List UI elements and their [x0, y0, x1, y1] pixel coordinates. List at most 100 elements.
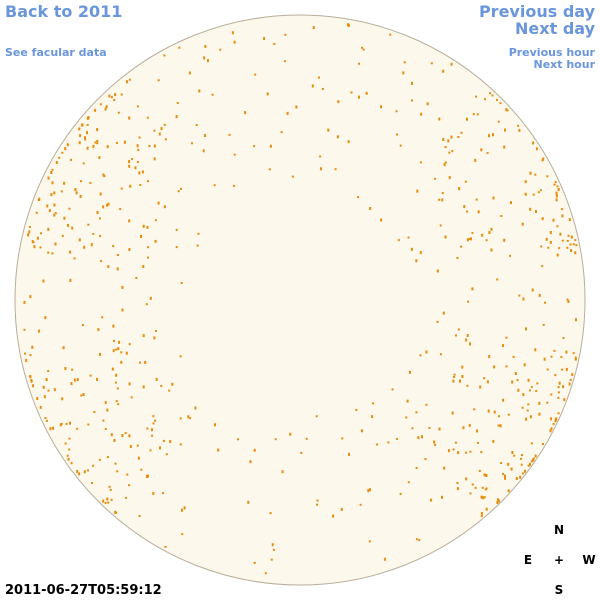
facula — [129, 445, 132, 448]
facula — [529, 389, 531, 392]
facula — [541, 265, 544, 268]
facula — [94, 141, 97, 144]
facula — [52, 426, 54, 430]
facula — [460, 245, 463, 248]
facula — [106, 408, 109, 412]
facula — [47, 227, 50, 231]
facula — [574, 356, 577, 360]
facula — [44, 417, 47, 419]
facula — [111, 367, 114, 371]
facula — [549, 231, 552, 234]
facula — [118, 340, 121, 344]
facula — [341, 437, 344, 440]
facula — [411, 81, 413, 85]
facula — [29, 295, 32, 299]
facula — [163, 123, 166, 126]
facula — [380, 218, 383, 222]
facula — [451, 411, 454, 415]
facula — [539, 189, 542, 192]
facula — [389, 33, 392, 36]
facula — [362, 48, 365, 51]
facula — [497, 424, 500, 427]
facula — [552, 423, 555, 425]
facula — [409, 370, 411, 374]
facula — [555, 417, 558, 421]
facula — [480, 148, 483, 152]
facular-link[interactable]: See facular data — [5, 46, 107, 59]
facula — [28, 230, 31, 234]
facula — [516, 379, 519, 382]
facula — [477, 210, 480, 214]
facula — [436, 320, 439, 323]
facula — [520, 463, 523, 466]
facula — [283, 60, 286, 63]
facula — [27, 233, 29, 237]
facula — [441, 192, 444, 195]
facula — [480, 515, 483, 518]
facula — [106, 456, 109, 459]
facula — [51, 168, 54, 171]
facula — [561, 214, 564, 218]
facula — [154, 419, 156, 422]
facula — [151, 434, 154, 437]
back-link[interactable]: Back to 2011 — [5, 2, 123, 21]
facula — [64, 367, 67, 370]
facula — [194, 406, 197, 410]
facula — [116, 470, 119, 473]
facula — [433, 440, 436, 444]
facula — [566, 239, 569, 242]
facula — [117, 347, 120, 351]
facula — [469, 450, 472, 453]
facula — [496, 98, 498, 101]
facula — [228, 133, 231, 136]
facula — [32, 241, 35, 244]
facula — [523, 363, 526, 367]
next-day-link[interactable]: Next day — [515, 19, 595, 38]
facula — [478, 469, 481, 472]
facula — [102, 499, 105, 503]
facula — [480, 495, 483, 499]
facula — [572, 243, 575, 246]
facula — [102, 173, 105, 177]
facula — [141, 170, 144, 174]
facula — [514, 372, 517, 375]
previous-day-link[interactable]: Previous day — [478, 2, 595, 21]
facula — [439, 224, 442, 227]
facula — [553, 349, 556, 352]
next-hour-link[interactable]: Next hour — [533, 58, 596, 71]
facula — [574, 239, 577, 242]
facula — [253, 145, 256, 148]
facula — [45, 419, 48, 422]
facula — [574, 251, 577, 255]
facula — [426, 102, 429, 106]
facula — [464, 180, 467, 183]
facula — [47, 370, 50, 372]
facula — [488, 355, 491, 359]
facula — [451, 150, 454, 153]
facula — [253, 561, 256, 564]
facula — [30, 379, 33, 383]
facula — [86, 131, 88, 135]
facula — [137, 456, 140, 460]
facula — [47, 389, 50, 392]
facula — [38, 197, 41, 201]
facula — [128, 116, 131, 120]
facula — [443, 466, 446, 470]
facula — [176, 102, 179, 104]
facula — [91, 482, 94, 484]
facula — [448, 176, 451, 180]
facula — [488, 134, 490, 138]
facula — [522, 393, 525, 397]
previous-hour-link[interactable]: Previous hour — [508, 46, 595, 59]
facula — [513, 454, 516, 457]
facula — [517, 388, 520, 392]
facula — [368, 540, 371, 543]
facula — [545, 237, 548, 241]
facula — [191, 142, 193, 145]
facula — [419, 251, 422, 255]
facula — [104, 401, 107, 405]
facula — [348, 452, 350, 456]
facula — [162, 492, 165, 495]
facula — [489, 92, 492, 95]
